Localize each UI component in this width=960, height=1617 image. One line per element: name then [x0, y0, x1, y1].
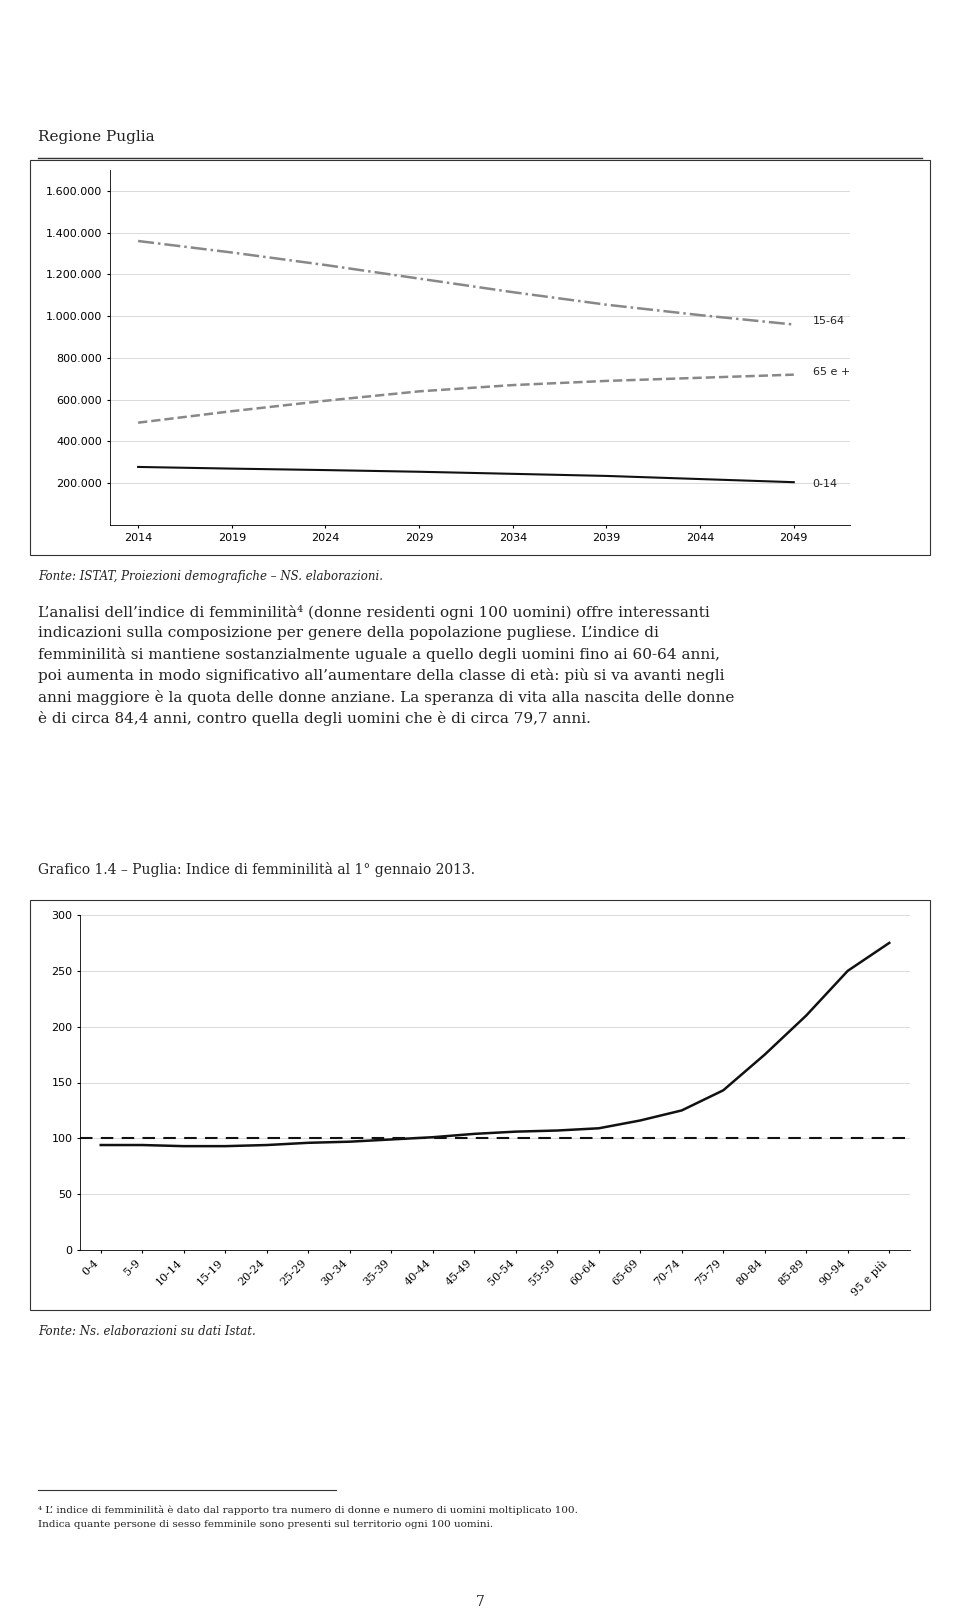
Text: 7: 7 — [475, 1594, 485, 1609]
Text: Fonte: Ns. elaborazioni su dati Istat.: Fonte: Ns. elaborazioni su dati Istat. — [38, 1324, 256, 1337]
Text: 0-14: 0-14 — [812, 479, 838, 490]
Text: L’analisi dell’indice di femminilità⁴ (donne residenti ogni 100 uomini) offre in: L’analisi dell’indice di femminilità⁴ (d… — [38, 605, 734, 726]
Text: Grafico 1.4 – Puglia: Indice di femminilità al 1° gennaio 2013.: Grafico 1.4 – Puglia: Indice di femminil… — [38, 862, 475, 876]
Text: Fonte: ISTAT, Proiezioni demografiche – NS. elaborazioni.: Fonte: ISTAT, Proiezioni demografiche – … — [38, 571, 383, 584]
Text: 15-64: 15-64 — [812, 317, 845, 327]
Text: 65 e +: 65 e + — [812, 367, 850, 377]
Text: Indica quante persone di sesso femminile sono presenti sul territorio ogni 100 u: Indica quante persone di sesso femminile… — [38, 1520, 493, 1530]
Text: ⁴ L’ indice di femminilità è dato dal rapporto tra numero di donne e numero di u: ⁴ L’ indice di femminilità è dato dal ra… — [38, 1505, 578, 1515]
Text: Regione Puglia: Regione Puglia — [38, 129, 155, 144]
